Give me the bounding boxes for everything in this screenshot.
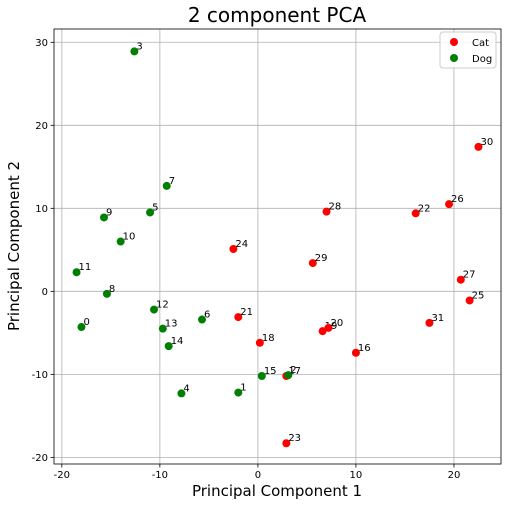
chart-title: 2 component PCA [188,3,367,27]
y-tick-label: -20 [32,453,48,464]
point-label: 31 [431,313,444,324]
y-axis-label: Principal Component 2 [5,161,23,331]
point-label: 15 [264,366,277,377]
dog-point [257,372,266,381]
x-axis-label: Principal Component 1 [192,482,362,500]
cat-point [324,323,333,332]
cat-point [445,200,454,209]
legend-label-dog: Dog [472,54,492,65]
dog-point [198,315,207,324]
y-tick-label: 10 [35,204,48,215]
legend-marker-cat [450,38,458,46]
point-label: 24 [235,239,248,250]
cat-point [234,313,243,322]
dog-point [149,305,158,314]
cat-point [465,296,474,305]
cat-point [318,327,327,336]
dog-point [116,237,125,246]
x-tick-label: -20 [54,470,70,481]
y-tick-label: 0 [42,287,48,298]
dog-point [130,47,139,56]
y-tick-label: -10 [32,370,48,381]
y-tick-label: 30 [35,38,48,49]
point-label: 8 [109,284,115,295]
point-label: 1 [240,383,246,394]
point-label: 2 [290,365,296,376]
data-points: 1617181920212223242526272829303101234567… [72,41,493,448]
point-label: 27 [463,270,476,281]
point-label: 23 [288,433,301,444]
cat-point [456,275,465,284]
dog-point [102,289,111,298]
cat-point [255,338,264,347]
cat-point [322,207,331,216]
cat-point [351,348,360,357]
point-label: 10 [123,232,136,243]
point-label: 6 [204,310,210,321]
point-label: 0 [83,317,89,328]
dog-point [77,323,86,332]
point-label: 9 [106,207,112,218]
dog-point [158,324,167,333]
point-label: 11 [79,262,92,273]
point-label: 21 [240,307,253,318]
point-label: 28 [329,202,342,213]
point-label: 3 [136,41,142,52]
dog-point [146,208,155,217]
plot-frame [53,28,502,465]
point-label: 20 [330,318,343,329]
point-label: 14 [171,336,184,347]
dog-point [164,342,173,351]
x-tick-label: 0 [255,470,261,481]
point-label: 25 [472,290,485,301]
x-tick-label: 20 [448,470,461,481]
point-label: 12 [156,300,169,311]
cat-point [308,259,317,268]
x-tick-label: 10 [350,470,363,481]
point-label: 5 [152,202,158,213]
cat-point [282,439,291,448]
point-label: 30 [480,137,493,148]
cat-point [425,318,434,327]
dog-point [177,389,186,398]
legend: Cat Dog [439,31,497,69]
cat-point [474,142,483,151]
grid-lines [54,29,501,464]
y-tick-label: 20 [35,121,48,132]
dog-point [99,213,108,222]
dog-point [162,181,171,190]
legend-label-cat: Cat [472,38,489,49]
point-label: 22 [418,203,431,214]
point-label: 29 [315,253,328,264]
point-label: 18 [262,333,275,344]
dog-point [234,388,243,397]
point-label: 4 [183,383,189,394]
x-tick-label: -10 [152,470,168,481]
cat-point [411,209,420,218]
point-label: 16 [358,343,371,354]
legend-marker-dog [450,54,458,62]
cat-point [229,244,238,253]
point-label: 7 [169,176,175,187]
dog-point [284,371,293,380]
point-label: 13 [165,319,178,330]
dog-point [72,268,81,277]
point-label: 26 [451,194,464,205]
point-label: 17 [288,366,301,377]
